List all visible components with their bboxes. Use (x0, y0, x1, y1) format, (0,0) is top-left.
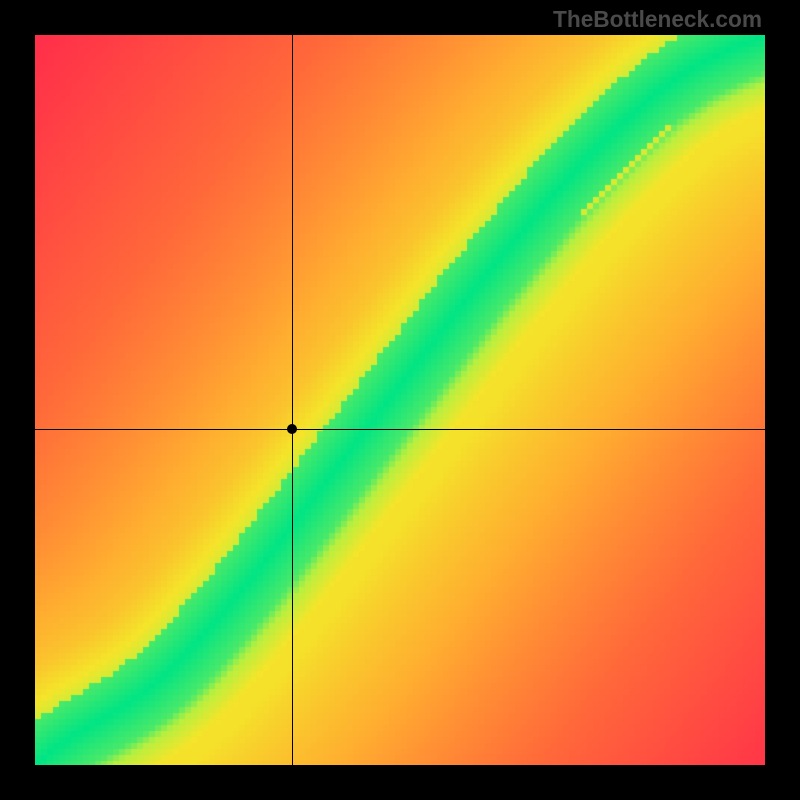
crosshair-horizontal (35, 429, 765, 430)
root-container: TheBottleneck.com (0, 0, 800, 800)
selection-marker[interactable] (287, 424, 297, 434)
watermark: TheBottleneck.com (553, 6, 762, 33)
crosshair-vertical (292, 35, 293, 765)
plot-area (35, 35, 765, 765)
bottleneck-heatmap (35, 35, 765, 765)
